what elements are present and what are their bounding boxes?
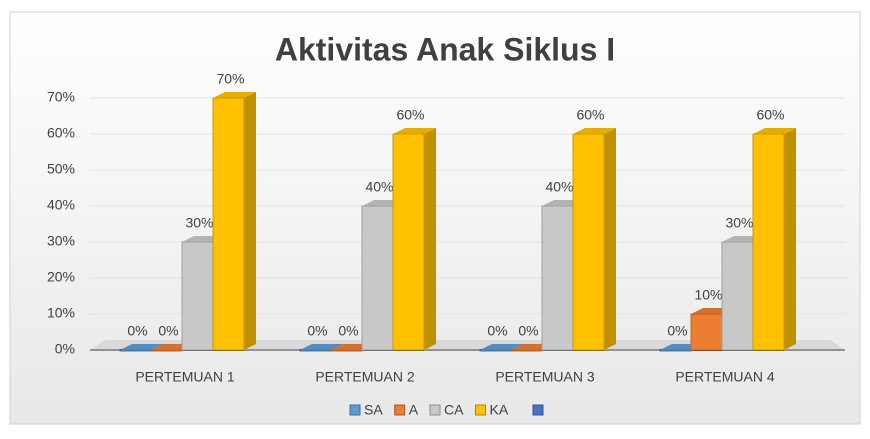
bar xyxy=(150,349,183,352)
floor xyxy=(90,340,845,350)
y-tick-label: 70% xyxy=(47,89,75,105)
bar-side xyxy=(244,92,256,350)
bar xyxy=(541,205,574,351)
legend-marker xyxy=(349,404,361,416)
bar xyxy=(752,133,785,351)
legend-label: KA xyxy=(489,402,508,418)
legend-marker xyxy=(474,404,486,416)
y-tick-label: 50% xyxy=(47,161,75,177)
bar-side xyxy=(604,128,616,350)
y-tick-label: 0% xyxy=(55,341,75,357)
legend-marker xyxy=(429,404,441,416)
data-label: 0% xyxy=(518,323,538,339)
bar xyxy=(212,97,245,351)
legend-label: SA xyxy=(364,402,383,418)
x-tick-label: PERTEMUAN 2 xyxy=(315,369,415,385)
bar-top xyxy=(213,92,256,98)
x-tick-label: PERTEMUAN 1 xyxy=(135,369,235,385)
legend-marker xyxy=(394,404,406,416)
y-tick-label: 60% xyxy=(47,125,75,141)
data-label: 60% xyxy=(396,107,424,123)
data-label: 0% xyxy=(158,323,178,339)
data-label: 70% xyxy=(216,71,244,87)
bar xyxy=(392,133,425,351)
bar-top xyxy=(480,344,523,350)
bar xyxy=(721,241,754,351)
bar-side xyxy=(424,128,436,350)
bar-top xyxy=(753,128,796,134)
y-tick-label: 20% xyxy=(47,269,75,285)
bar xyxy=(330,349,363,352)
bar-top xyxy=(300,344,343,350)
y-tick-label: 10% xyxy=(47,305,75,321)
y-tick-label: 40% xyxy=(47,197,75,213)
x-tick-label: PERTEMUAN 3 xyxy=(495,369,595,385)
bar-side xyxy=(784,128,796,350)
data-label: 40% xyxy=(365,179,393,195)
bar xyxy=(361,205,394,351)
bar-top xyxy=(393,128,436,134)
bar xyxy=(299,349,332,352)
bar xyxy=(510,349,543,352)
chart-title: Aktivitas Anak Siklus I xyxy=(275,31,615,67)
legend-marker xyxy=(532,404,544,416)
data-label: 60% xyxy=(756,107,784,123)
bar xyxy=(119,349,152,352)
data-label: 0% xyxy=(487,323,507,339)
data-label: 40% xyxy=(545,179,573,195)
data-label: 30% xyxy=(725,215,753,231)
data-label: 60% xyxy=(576,107,604,123)
data-label: 10% xyxy=(694,287,722,303)
data-label: 0% xyxy=(667,323,687,339)
y-tick-label: 30% xyxy=(47,233,75,249)
bar xyxy=(479,349,512,352)
bar xyxy=(690,313,723,351)
bar xyxy=(659,349,692,352)
data-label: 0% xyxy=(127,323,147,339)
bar xyxy=(572,133,605,351)
data-label: 0% xyxy=(338,323,358,339)
bar-top xyxy=(120,344,163,350)
legend-label: A xyxy=(409,402,419,418)
bar xyxy=(181,241,214,351)
data-label: 0% xyxy=(307,323,327,339)
x-tick-label: PERTEMUAN 4 xyxy=(675,369,775,385)
data-label: 30% xyxy=(185,215,213,231)
bar-top xyxy=(573,128,616,134)
legend-label: CA xyxy=(444,402,464,418)
